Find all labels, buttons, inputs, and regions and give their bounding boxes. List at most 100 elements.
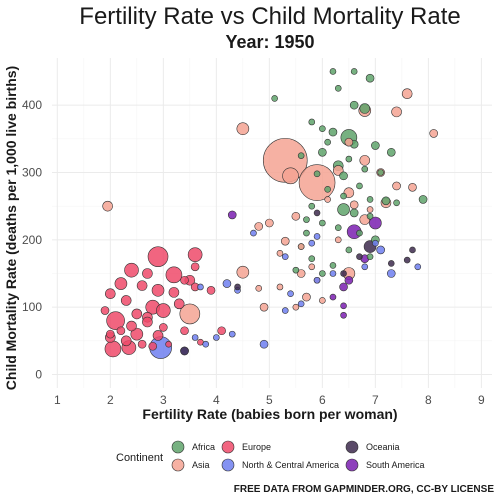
- bubble-asia: [401, 88, 413, 99]
- bubble-africa: [381, 196, 391, 206]
- bubble-africa: [337, 203, 350, 216]
- chart-title: Fertility Rate vs Child Mortality Rate: [79, 3, 460, 30]
- bubble-north-central-america: [191, 334, 199, 341]
- bubble-north-central-america: [281, 253, 289, 260]
- x-tick-label: 4: [213, 393, 220, 407]
- bubble-europe: [165, 340, 172, 348]
- bubble-oceania: [180, 346, 189, 356]
- bubble-asia: [280, 236, 290, 246]
- bubble-europe: [190, 262, 200, 272]
- legend-swatch: [345, 458, 359, 472]
- bubble-north-central-america: [222, 279, 232, 288]
- bubble-south-america: [369, 216, 382, 230]
- x-tick-label: 2: [107, 393, 114, 407]
- legend-label: Asia: [192, 460, 210, 470]
- bubble-europe: [130, 327, 144, 341]
- bubble-north-central-america: [228, 330, 236, 338]
- bubble-europe: [217, 326, 226, 336]
- bubble-africa: [365, 73, 375, 83]
- bubble-europe: [180, 275, 189, 285]
- bubble-asia: [302, 292, 311, 302]
- bubble-europe: [148, 341, 158, 351]
- bubble-asia: [366, 206, 374, 213]
- legend-swatch: [345, 440, 359, 454]
- bubble-north-central-america: [313, 276, 321, 284]
- bubble-asia: [391, 106, 402, 118]
- bubble-africa: [292, 266, 300, 274]
- bubble-europe: [106, 311, 125, 330]
- legend-label: Africa: [192, 442, 215, 452]
- bubble-asia: [276, 283, 284, 291]
- bubble-north-central-america: [213, 334, 220, 341]
- bubble-asia: [319, 297, 326, 304]
- bubble-europe: [120, 295, 132, 306]
- legend-swatch: [221, 458, 235, 472]
- axis-ticks: 1 2 3 4 5 6 7 8 9 0 100 200 300 400: [22, 98, 485, 407]
- bubble-africa: [339, 171, 348, 181]
- bubble-africa: [319, 219, 326, 227]
- bubble-africa: [386, 147, 396, 157]
- bubble-asia: [359, 155, 371, 166]
- bubble-europe: [120, 335, 132, 347]
- bubble-africa: [345, 246, 353, 254]
- legend: Continent Africa Asia Europe North & Centra…: [116, 440, 425, 472]
- bubble-africa: [328, 127, 338, 137]
- bubble-europe: [173, 298, 185, 310]
- bubble-asia: [254, 222, 264, 231]
- bubble-north-central-america: [372, 239, 379, 247]
- x-tick-label: 5: [266, 393, 273, 407]
- bubble-africa: [356, 182, 363, 190]
- x-tick-label: 3: [160, 393, 167, 407]
- bubble-europe: [124, 262, 139, 278]
- x-tick-label: 7: [372, 393, 379, 407]
- bubble-asia: [334, 236, 342, 244]
- bubble-africa: [350, 68, 358, 75]
- bubble-africa: [366, 196, 374, 203]
- legend-swatch: [171, 440, 185, 454]
- bubble-north-central-america: [376, 245, 385, 255]
- bubble-asia: [102, 200, 113, 212]
- y-tick-label: 0: [35, 368, 42, 382]
- bubble-asia: [236, 265, 250, 279]
- y-axis-title: Child Mortality Rate (deaths per 1,000 l…: [3, 66, 19, 390]
- bubble-africa: [303, 229, 310, 237]
- bubble-europe: [165, 266, 183, 284]
- bubble-europe: [159, 323, 168, 332]
- bubble-oceania: [234, 283, 241, 291]
- bubble-europe: [104, 340, 122, 358]
- bubble-africa: [349, 100, 359, 110]
- bubble-africa: [329, 68, 337, 75]
- y-tick-label: 400: [22, 98, 42, 112]
- bubble-oceania: [387, 260, 395, 267]
- bubble-north-central-america: [329, 270, 337, 277]
- bubble-south-america: [227, 210, 237, 220]
- bubble-africa: [334, 85, 342, 92]
- bubble-north-central-america: [259, 339, 269, 349]
- bubble-africa: [366, 253, 374, 260]
- bubble-asia: [298, 164, 336, 201]
- bubble-europe: [105, 288, 116, 300]
- bubble-africa: [318, 147, 327, 157]
- bubble-asia: [255, 285, 263, 292]
- bubble-africa: [356, 229, 363, 237]
- y-tick-label: 200: [22, 233, 42, 247]
- y-tick-label: 100: [22, 300, 42, 314]
- bubble-europe: [137, 339, 147, 349]
- bubble-north-central-america: [281, 307, 289, 314]
- bubble-asia: [392, 181, 401, 191]
- legend-label: Europe: [242, 442, 271, 452]
- bubble-europe: [142, 268, 153, 279]
- bubble-south-america: [329, 293, 337, 301]
- bubble-oceania: [340, 270, 347, 277]
- bubble-africa: [303, 216, 310, 223]
- bubble-north-central-america: [297, 300, 305, 308]
- bubble-europe: [206, 286, 216, 295]
- bubble-europe: [131, 308, 143, 320]
- bubble-asia: [291, 211, 301, 221]
- bubble-africa: [349, 208, 359, 218]
- bubble-africa: [308, 255, 316, 262]
- bubble-asia: [344, 137, 354, 147]
- bubble-europe: [126, 320, 137, 332]
- bubble-europe: [152, 330, 164, 341]
- bubble-asia: [282, 167, 299, 185]
